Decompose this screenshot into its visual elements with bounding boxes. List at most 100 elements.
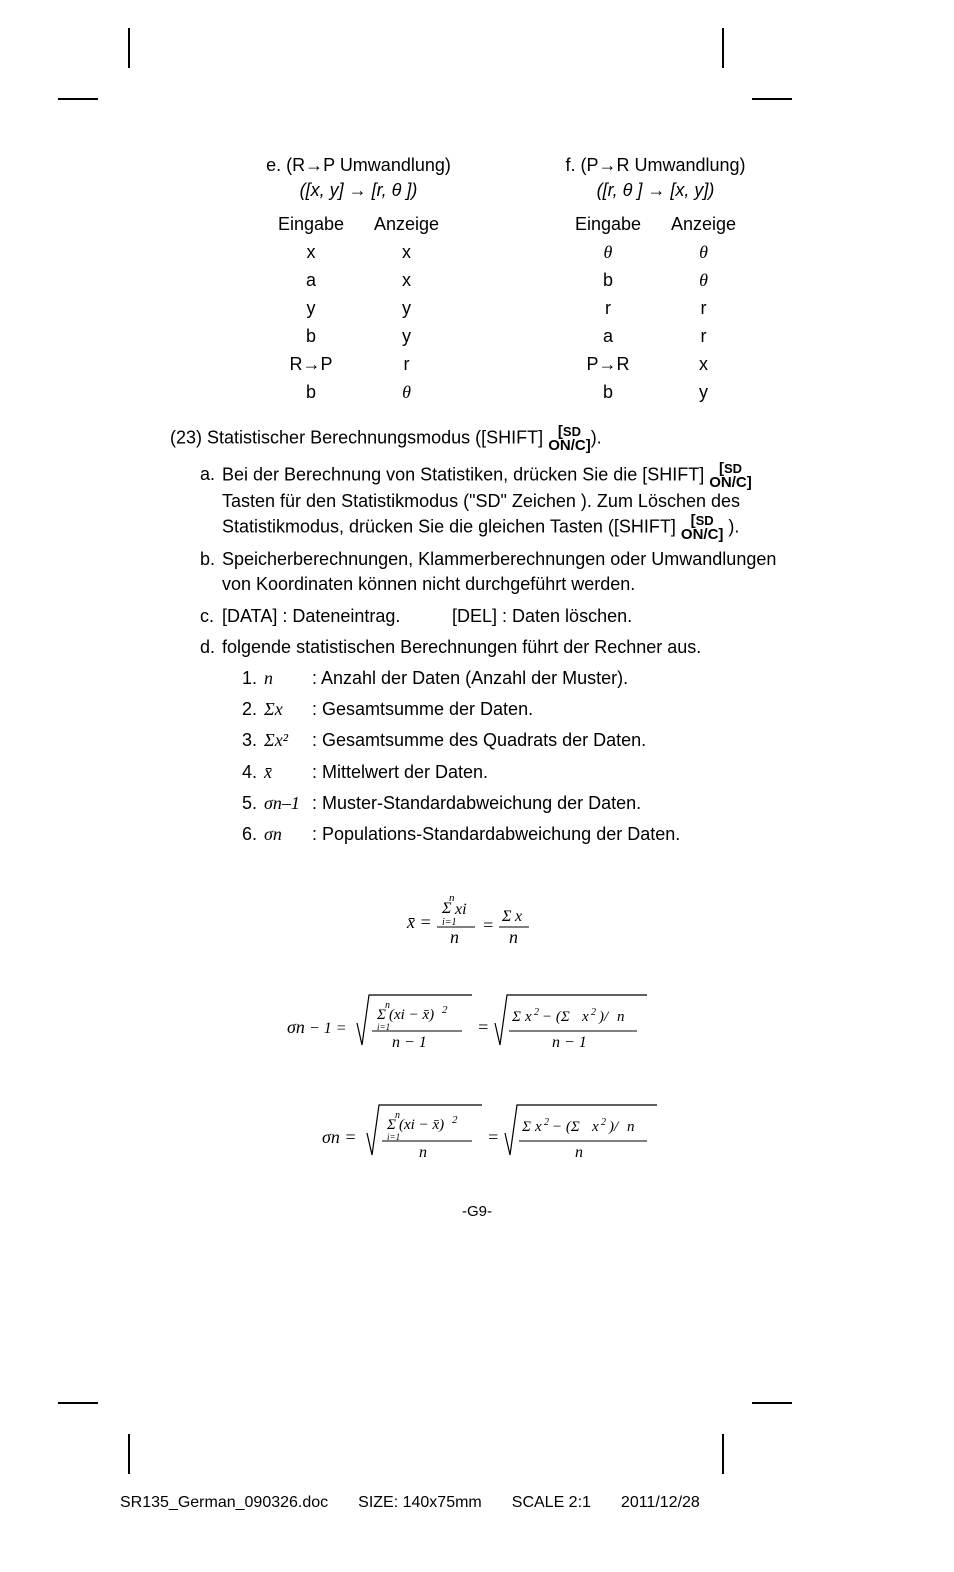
svg-text:2: 2 <box>534 1007 539 1018</box>
table-cell: θ <box>671 239 736 265</box>
page-content: e. (R→P Umwandlung) ([x, y] → [r, θ ]) E… <box>170 155 784 1220</box>
svg-text:n: n <box>575 1144 583 1161</box>
svg-text:n: n <box>450 927 459 947</box>
formula-sigma-n: σn = n Σ (xi − x̄) 2 i=1 n = Σ x 2 − (Σ … <box>277 1093 677 1173</box>
svg-text:n: n <box>617 1009 625 1025</box>
a-t2: Tasten für den Statistikmodus ("SD" Zeic… <box>222 491 740 536</box>
conv-e-hdr2: Anzeige <box>374 211 439 237</box>
stat-row: 6.σn: Populations-Standardabweichung der… <box>242 822 784 847</box>
svg-text:x: x <box>581 1009 589 1025</box>
svg-text:2: 2 <box>544 1117 549 1128</box>
table-cell: a <box>575 323 641 349</box>
table-cell: x <box>374 239 439 265</box>
svg-text:)/: )/ <box>608 1119 620 1135</box>
footer-scale: SCALE 2:1 <box>512 1494 591 1512</box>
key-sd-onc-2: [SDON/C] <box>709 462 752 489</box>
table-cell: b <box>575 267 641 293</box>
sub-list: a. Bei der Berechnung von Statistiken, d… <box>200 462 784 853</box>
item-c: c. [DATA] : Dateneintrag. [DEL] : Daten … <box>200 604 784 629</box>
d-text: folgende statistischen Berechnungen führ… <box>222 635 784 660</box>
conv-e-sub: ([x, y] → [r, θ ]) <box>230 180 487 201</box>
letter-a: a. <box>200 462 222 541</box>
c-left: [DATA] : Dateneintrag. <box>222 604 452 629</box>
stat-sym: σn–1 <box>264 791 312 816</box>
conv-e-title: e. (R→P Umwandlung) <box>230 155 487 176</box>
svg-text:Σ: Σ <box>501 908 512 925</box>
stat-row: 3.Σx²: Gesamtsumme des Quadrats der Date… <box>242 728 784 753</box>
svg-text:n: n <box>509 927 518 947</box>
svg-text:x: x <box>534 1119 542 1135</box>
stat-sym: σn <box>264 822 312 847</box>
svg-text:Σ: Σ <box>386 1117 396 1133</box>
conv-e-table: Eingabe x a y b R→P b Anzeige x x y y r … <box>230 211 487 405</box>
conv-col-e: e. (R→P Umwandlung) ([x, y] → [r, θ ]) E… <box>230 155 487 405</box>
svg-text:n: n <box>419 1144 427 1161</box>
svg-text:)/: )/ <box>598 1009 610 1025</box>
c-right: [DEL] : Daten löschen. <box>452 604 632 629</box>
svg-text:2: 2 <box>601 1117 606 1128</box>
svg-text:Σ: Σ <box>376 1007 386 1023</box>
stat-num: 6. <box>242 822 264 847</box>
table-cell: y <box>671 379 736 405</box>
formula-mean: x̄ = n Σ xi i=1 n = Σ x n <box>367 883 587 953</box>
conv-e-hdr1: Eingabe <box>278 211 344 237</box>
item-a: a. Bei der Berechnung von Statistiken, d… <box>200 462 784 541</box>
stat-num: 3. <box>242 728 264 753</box>
table-cell: R→P <box>278 351 344 377</box>
svg-text:x: x <box>591 1119 599 1135</box>
table-cell: r <box>671 323 736 349</box>
table-cell: r <box>374 351 439 377</box>
stat-row: 2.Σx: Gesamtsumme der Daten. <box>242 697 784 722</box>
formula-block: x̄ = n Σ xi i=1 n = Σ x n σn − 1 = n Σ (… <box>170 883 784 1173</box>
stat-num: 4. <box>242 760 264 785</box>
stat-list: 1.n: Anzahl der Daten (Anzahl der Muster… <box>242 666 784 847</box>
body-d: folgende statistischen Berechnungen führ… <box>222 635 784 853</box>
conv-f-hdr2: Anzeige <box>671 211 736 237</box>
table-cell: y <box>278 295 344 321</box>
formula-sigma-n1: σn − 1 = n Σ (xi − x̄) 2 i=1 n − 1 = Σ x… <box>277 983 677 1063</box>
svg-text:x: x <box>524 1009 532 1025</box>
svg-text:− (Σ: − (Σ <box>542 1009 570 1025</box>
conv-e-display-col: Anzeige x x y y r θ <box>374 211 439 405</box>
table-cell: r <box>671 295 736 321</box>
conv-f-table: Eingabe θ b r a P→R b Anzeige θ θ r r x … <box>527 211 784 405</box>
a-t1: Bei der Berechnung von Statistiken, drüc… <box>222 464 704 484</box>
key-sd-onc: [SDON/C] <box>548 425 591 452</box>
conv-f-input-col: Eingabe θ b r a P→R b <box>575 211 641 405</box>
svg-text:n: n <box>627 1119 635 1135</box>
table-cell: x <box>671 351 736 377</box>
body-c: [DATA] : Dateneintrag. [DEL] : Daten lös… <box>222 604 784 629</box>
svg-text:n − 1: n − 1 <box>552 1034 587 1051</box>
footer-size: SIZE: 140x75mm <box>358 1494 482 1512</box>
key-sd-onc-3: [SDON/C] <box>681 514 724 541</box>
stat-desc: : Anzahl der Daten (Anzahl der Muster). <box>312 666 784 691</box>
stat-row: 1.n: Anzahl der Daten (Anzahl der Muster… <box>242 666 784 691</box>
stat-desc: : Muster-Standardabweichung der Daten. <box>312 791 784 816</box>
table-cell: a <box>278 267 344 293</box>
conv-e-input-col: Eingabe x a y b R→P b <box>278 211 344 405</box>
svg-text:− (Σ: − (Σ <box>552 1119 580 1135</box>
footer-file: SR135_German_090326.doc <box>120 1494 328 1512</box>
conv-col-f: f. (P→R Umwandlung) ([r, θ ] → [x, y]) E… <box>527 155 784 405</box>
table-cell: b <box>575 379 641 405</box>
stat-row: 4.x̄: Mittelwert der Daten. <box>242 760 784 785</box>
stat-desc: : Mittelwert der Daten. <box>312 760 784 785</box>
svg-text:Σ: Σ <box>521 1119 531 1135</box>
table-cell: x <box>278 239 344 265</box>
stat-num: 1. <box>242 666 264 691</box>
letter-c: c. <box>200 604 222 629</box>
svg-text:σn: σn <box>287 1017 305 1037</box>
svg-text:2: 2 <box>452 1114 458 1126</box>
conv-f-display-col: Anzeige θ θ r r x y <box>671 211 736 405</box>
table-cell: θ <box>374 379 439 405</box>
body-a: Bei der Berechnung von Statistiken, drüc… <box>222 462 784 541</box>
table-cell: y <box>374 295 439 321</box>
svg-text:Σ: Σ <box>441 900 452 917</box>
stat-row: 5.σn–1: Muster-Standardabweichung der Da… <box>242 791 784 816</box>
svg-text:2: 2 <box>591 1007 596 1018</box>
svg-text:(xi − x̄): (xi − x̄) <box>389 1007 434 1023</box>
item-b: b. Speicherberechnungen, Klammerberechnu… <box>200 547 784 597</box>
conversion-tables: e. (R→P Umwandlung) ([x, y] → [r, θ ]) E… <box>230 155 784 405</box>
table-cell: P→R <box>575 351 641 377</box>
svg-text:n − 1: n − 1 <box>392 1034 427 1051</box>
